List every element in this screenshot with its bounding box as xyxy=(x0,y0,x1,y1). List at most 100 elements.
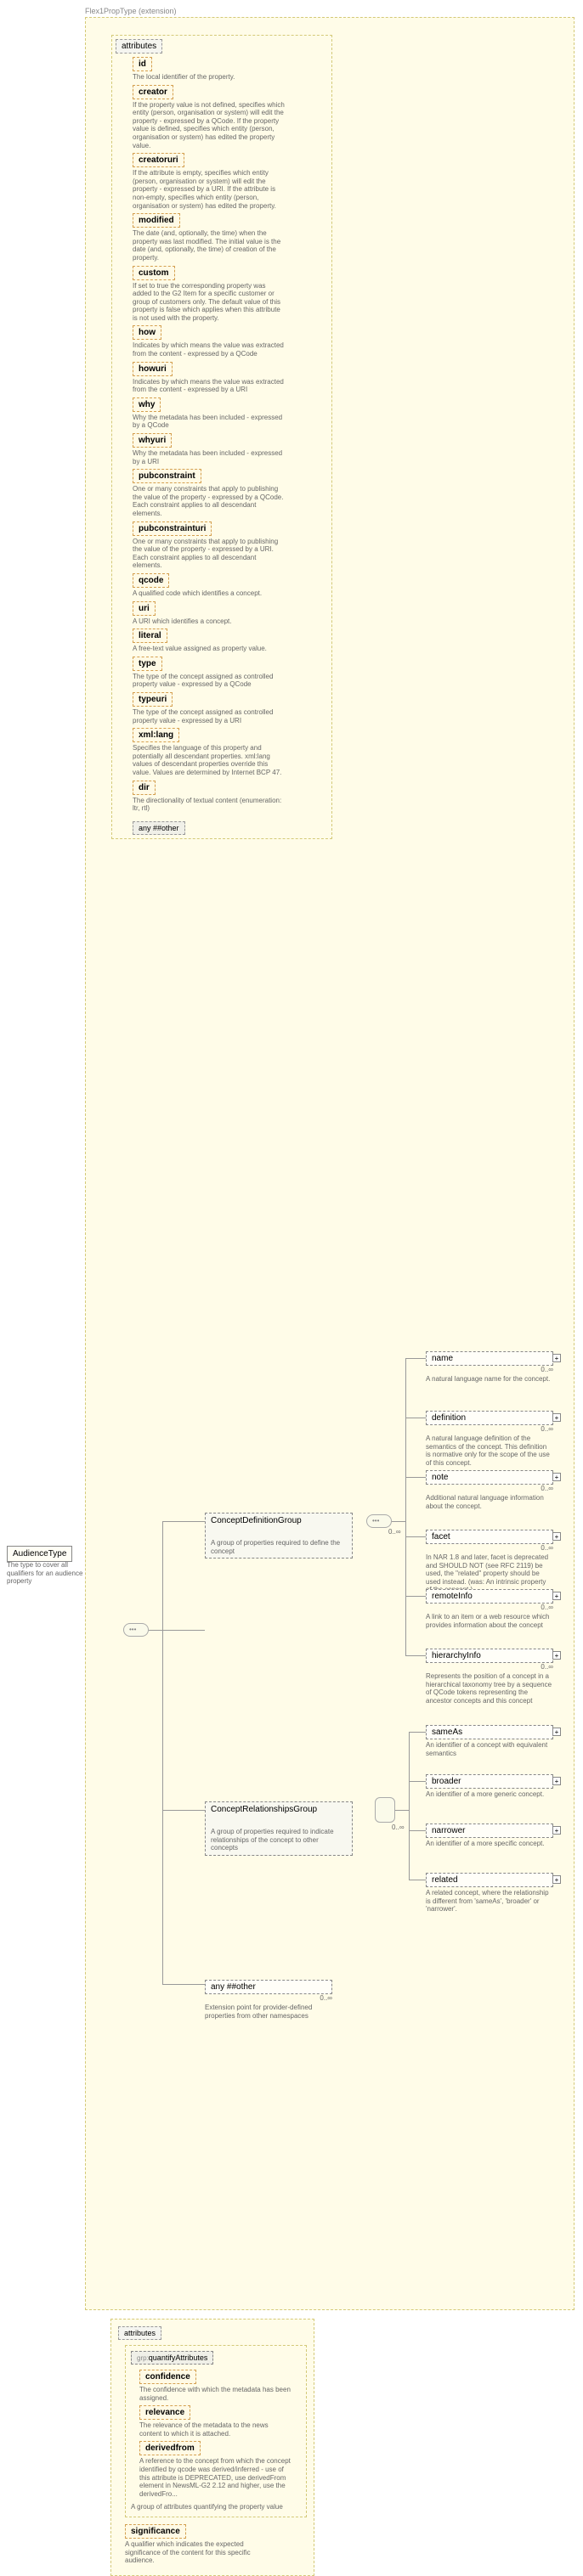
attribute-item: how Indicates by which means the value w… xyxy=(133,325,328,358)
attribute-item: literal A free-text value assigned as pr… xyxy=(133,628,328,653)
child-card: 0..∞ xyxy=(426,1485,553,1492)
attr-desc: The directionality of textual content (e… xyxy=(133,797,286,813)
attribute-item: whyuri Why the metadata has been include… xyxy=(133,433,328,465)
child-box: note+ xyxy=(426,1470,553,1485)
line xyxy=(395,1810,409,1811)
attribute-item: pubconstraint One or many constraints th… xyxy=(133,469,328,517)
quant-attr-item: confidence The confidence with which the… xyxy=(139,2370,301,2402)
grp-prefix: grp: xyxy=(137,2354,149,2362)
attr-desc: One or many constraints that apply to pu… xyxy=(133,538,286,570)
attr-name: creator xyxy=(133,85,173,99)
extension-point: any ##other 0..∞ Extension point for pro… xyxy=(205,1980,332,2020)
crg-desc: A group of properties required to indica… xyxy=(211,1828,347,1852)
line xyxy=(405,1536,426,1537)
expand-icon[interactable]: + xyxy=(552,1413,561,1422)
line xyxy=(409,1732,426,1733)
expand-icon[interactable]: + xyxy=(552,1592,561,1600)
quant-attr-item: derivedfrom A reference to the concept f… xyxy=(139,2441,301,2498)
attribute-item: pubconstrainturi One or many constraints… xyxy=(133,521,328,570)
expand-icon[interactable]: + xyxy=(552,1532,561,1541)
attr-name: how xyxy=(133,325,161,340)
attr-desc: Indicates by which means the value was e… xyxy=(133,378,286,394)
attribute-item: creatoruri If the attribute is empty, sp… xyxy=(133,153,328,210)
attr-desc: A qualified code which identifies a conc… xyxy=(133,589,286,598)
extension-container: attributes id The local identifier of th… xyxy=(85,17,575,2310)
child-box: hierarchyInfo+ xyxy=(426,1649,553,1663)
root-type-box: AudienceType xyxy=(7,1546,72,1562)
cdg-child: facet+ 0..∞ In NAR 1.8 and later, facet … xyxy=(426,1530,553,1594)
expand-icon[interactable]: + xyxy=(552,1826,561,1835)
attr-desc: Specifies the language of this property … xyxy=(133,744,286,776)
child-box: narrower+ xyxy=(426,1823,553,1838)
attribute-item: creator If the property value is not def… xyxy=(133,85,328,150)
quant-group-name: quantifyAttributes xyxy=(149,2353,208,2362)
line xyxy=(409,1781,426,1782)
attr-desc: The type of the concept assigned as cont… xyxy=(133,673,286,689)
crg-label: ConceptRelationshipsGroup xyxy=(211,1805,317,1814)
child-card: 0..∞ xyxy=(426,1425,553,1433)
attr-desc: Why the metadata has been included - exp… xyxy=(133,449,286,465)
attribute-item: why Why the metadata has been included -… xyxy=(133,397,328,430)
child-box: related+ xyxy=(426,1873,553,1887)
attribute-item: type The type of the concept assigned as… xyxy=(133,657,328,689)
child-box: definition+ xyxy=(426,1411,553,1425)
quant-group-label: grp:quantifyAttributes xyxy=(131,2351,213,2365)
child-desc: A link to an item or a web resource whic… xyxy=(426,1613,553,1629)
child-box: sameAs+ xyxy=(426,1725,553,1739)
child-desc: Additional natural language information … xyxy=(426,1494,553,1510)
attribute-item: uri A URI which identifies a concept. xyxy=(133,601,328,626)
attribute-item: custom If set to true the corresponding … xyxy=(133,266,328,323)
line xyxy=(392,1521,405,1522)
quant-attr-desc: The relevance of the metadata to the new… xyxy=(139,2421,292,2438)
crg-child: narrower+ An identifier of a more specif… xyxy=(426,1823,553,1848)
expand-icon[interactable]: + xyxy=(552,1777,561,1785)
crg-child: related+ A related concept, where the re… xyxy=(426,1873,553,1914)
expand-icon[interactable]: + xyxy=(552,1651,561,1660)
line xyxy=(405,1596,426,1597)
attribute-item: typeuri The type of the concept assigned… xyxy=(133,692,328,724)
expand-icon[interactable]: + xyxy=(552,1728,561,1736)
ext-any-label: any ##other xyxy=(211,1982,256,1992)
attr-name: xml:lang xyxy=(133,728,179,742)
line xyxy=(409,1732,410,1880)
attr-name: modified xyxy=(133,213,180,228)
attribute-item: modified The date (and, optionally, the … xyxy=(133,213,328,262)
expand-icon[interactable]: + xyxy=(552,1473,561,1481)
attr-desc: One or many constraints that apply to pu… xyxy=(133,485,286,517)
attr-name: typeuri xyxy=(133,692,173,707)
child-card: 0..∞ xyxy=(426,1604,553,1611)
quant-group-desc: A group of attributes quantifying the pr… xyxy=(131,2503,284,2511)
line xyxy=(409,1830,426,1831)
attr-name: pubconstrainturi xyxy=(133,521,212,536)
expand-icon[interactable]: + xyxy=(552,1354,561,1362)
ext-any-box: any ##other xyxy=(205,1980,332,1994)
attr-name: dir xyxy=(133,781,156,795)
attribute-item: xml:lang Specifies the language of this … xyxy=(133,728,328,776)
cdg-child: name+ 0..∞ A natural language name for t… xyxy=(426,1351,553,1384)
child-box: broader+ xyxy=(426,1774,553,1789)
child-card: 0..∞ xyxy=(426,1663,553,1671)
child-desc: A natural language definition of the sem… xyxy=(426,1435,553,1467)
quant-attr-name: derivedfrom xyxy=(139,2441,201,2455)
cdg-child: note+ 0..∞ Additional natural language i… xyxy=(426,1470,553,1510)
child-box: facet+ xyxy=(426,1530,553,1544)
expand-icon[interactable]: + xyxy=(552,1875,561,1884)
attribute-item: dir The directionality of textual conten… xyxy=(133,781,328,813)
crg-card: 0..∞ xyxy=(392,1823,405,1831)
child-desc: A natural language name for the concept. xyxy=(426,1375,553,1384)
attr-name: type xyxy=(133,657,162,671)
attr-name: creatoruri xyxy=(133,153,184,167)
child-box: name+ xyxy=(426,1351,553,1366)
crg-child: broader+ An identifier of a more generic… xyxy=(426,1774,553,1799)
attr-name: whyuri xyxy=(133,433,172,448)
attributes-group: attributes id The local identifier of th… xyxy=(111,35,332,839)
cdg-child: remoteInfo+ 0..∞ A link to an item or a … xyxy=(426,1589,553,1629)
attr-name: why xyxy=(133,397,161,412)
child-box: remoteInfo+ xyxy=(426,1589,553,1604)
attr-desc: If set to true the corresponding propert… xyxy=(133,282,286,323)
attr-desc: Indicates by which means the value was e… xyxy=(133,341,286,358)
cdg-desc: A group of properties required to define… xyxy=(211,1539,347,1555)
crg-child: sameAs+ An identifier of a concept with … xyxy=(426,1725,553,1757)
ext-card: 0..∞ xyxy=(205,1994,332,2002)
attr-desc: A free-text value assigned as property v… xyxy=(133,645,286,653)
